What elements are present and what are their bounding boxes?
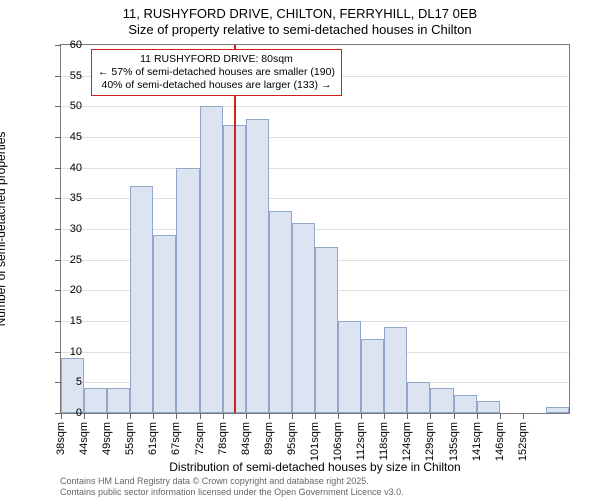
histogram-bar — [477, 401, 500, 413]
x-tick — [430, 413, 431, 419]
y-tick-label: 15 — [52, 315, 82, 327]
reference-line — [234, 45, 236, 413]
footer-line-2: Contains public sector information licen… — [60, 487, 404, 498]
x-tick — [84, 413, 85, 419]
x-tick — [269, 413, 270, 419]
x-tick — [477, 413, 478, 419]
x-tick-label: 118sqm — [378, 422, 390, 460]
x-tick — [292, 413, 293, 419]
y-tick-label: 0 — [52, 407, 82, 419]
y-tick-label: 10 — [52, 346, 82, 358]
histogram-bar — [269, 211, 292, 413]
x-tick — [500, 413, 501, 419]
x-tick-label: 152sqm — [517, 422, 529, 461]
x-axis-title: Distribution of semi-detached houses by … — [60, 460, 570, 474]
x-tick — [200, 413, 201, 419]
histogram-bar — [176, 168, 199, 413]
histogram-bar — [546, 407, 569, 413]
x-tick-label: 61sqm — [147, 422, 159, 455]
histogram-bar — [130, 186, 153, 413]
x-tick — [130, 413, 131, 419]
y-tick-label: 5 — [52, 376, 82, 388]
gridline-h — [61, 137, 569, 138]
x-tick-label: 141sqm — [471, 422, 483, 461]
x-tick — [523, 413, 524, 419]
histogram-bar — [338, 321, 361, 413]
y-axis-title: Number of semi-detached properties — [0, 132, 8, 327]
histogram-bar — [107, 388, 130, 413]
histogram-bar — [407, 382, 430, 413]
x-tick — [176, 413, 177, 419]
x-tick-label: 129sqm — [424, 422, 436, 461]
histogram-bar — [84, 388, 107, 413]
histogram-bar — [246, 119, 269, 413]
x-tick-label: 101sqm — [309, 422, 321, 461]
y-tick-label: 55 — [52, 70, 82, 82]
x-tick — [454, 413, 455, 419]
histogram-bar — [361, 339, 384, 413]
x-tick — [361, 413, 362, 419]
x-tick-label: 49sqm — [101, 422, 113, 455]
x-tick — [246, 413, 247, 419]
annotation-line-1: 11 RUSHYFORD DRIVE: 80sqm — [98, 53, 335, 66]
x-tick — [107, 413, 108, 419]
plot-area: 11 RUSHYFORD DRIVE: 80sqm ← 57% of semi-… — [60, 44, 570, 414]
x-tick-label: 55sqm — [124, 422, 136, 455]
y-tick-label: 60 — [52, 39, 82, 51]
x-tick-label: 44sqm — [78, 422, 90, 455]
x-tick-label: 95sqm — [286, 422, 298, 455]
y-tick-label: 40 — [52, 162, 82, 174]
reference-annotation: 11 RUSHYFORD DRIVE: 80sqm ← 57% of semi-… — [91, 49, 342, 96]
x-tick-label: 146sqm — [494, 422, 506, 461]
annotation-line-2: ← 57% of semi-detached houses are smalle… — [98, 66, 335, 79]
y-tick-label: 30 — [52, 223, 82, 235]
y-tick-label: 50 — [52, 100, 82, 112]
histogram-bar — [384, 327, 407, 413]
y-tick-label: 45 — [52, 131, 82, 143]
x-tick-label: 67sqm — [170, 422, 182, 455]
histogram-bar — [200, 106, 223, 413]
histogram-bar — [430, 388, 453, 413]
x-tick — [407, 413, 408, 419]
chart-title-2: Size of property relative to semi-detach… — [0, 22, 600, 37]
x-tick-label: 124sqm — [401, 422, 413, 461]
x-tick-label: 89sqm — [263, 422, 275, 455]
chart-container: 11, RUSHYFORD DRIVE, CHILTON, FERRYHILL,… — [0, 0, 600, 500]
histogram-bar — [454, 395, 477, 413]
x-tick — [153, 413, 154, 419]
y-tick-label: 35 — [52, 192, 82, 204]
x-tick — [384, 413, 385, 419]
x-tick-label: 38sqm — [55, 422, 67, 455]
annotation-line-3: 40% of semi-detached houses are larger (… — [98, 79, 335, 92]
x-tick-label: 84sqm — [240, 422, 252, 455]
footer-attribution: Contains HM Land Registry data © Crown c… — [60, 476, 404, 498]
y-tick-label: 25 — [52, 254, 82, 266]
x-tick — [338, 413, 339, 419]
gridline-h — [61, 106, 569, 107]
x-tick-label: 135sqm — [448, 422, 460, 461]
histogram-bar — [153, 235, 176, 413]
x-tick — [315, 413, 316, 419]
gridline-h — [61, 168, 569, 169]
x-tick-label: 106sqm — [332, 422, 344, 461]
x-tick-label: 78sqm — [217, 422, 229, 455]
x-tick — [223, 413, 224, 419]
chart-title-1: 11, RUSHYFORD DRIVE, CHILTON, FERRYHILL,… — [0, 6, 600, 21]
y-tick-label: 20 — [52, 284, 82, 296]
histogram-bar — [292, 223, 315, 413]
x-tick-label: 112sqm — [355, 422, 367, 460]
histogram-bar — [315, 247, 338, 413]
footer-line-1: Contains HM Land Registry data © Crown c… — [60, 476, 404, 487]
x-tick-label: 72sqm — [194, 422, 206, 455]
